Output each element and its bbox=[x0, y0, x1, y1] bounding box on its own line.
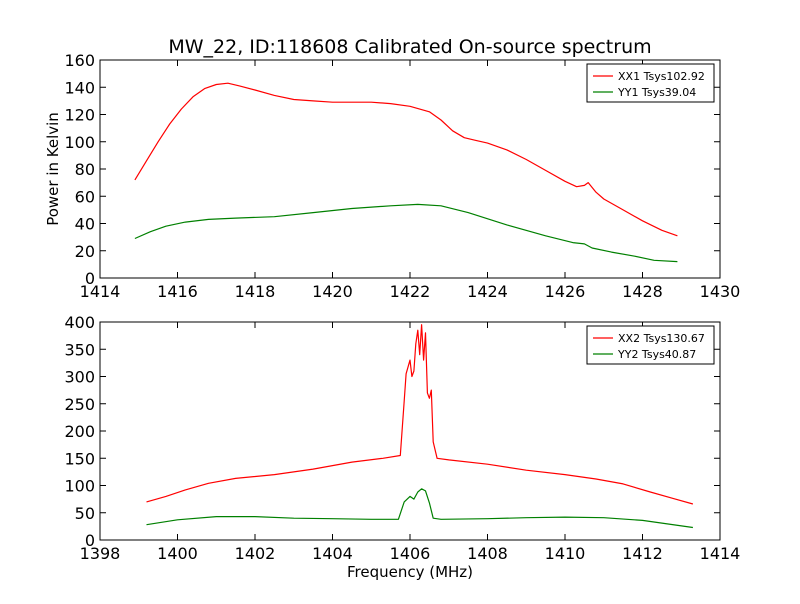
y-tick-label: 0 bbox=[85, 269, 95, 288]
y-tick-label: 250 bbox=[64, 395, 95, 414]
x-tick-label: 1400 bbox=[157, 544, 198, 563]
y-tick-label: 40 bbox=[75, 215, 95, 234]
panels: 1414 1416 1418 1420 1422 1424 1426 1428 1430 0 20 4… bbox=[64, 51, 740, 563]
x-tick-label: 1422 bbox=[390, 282, 431, 301]
x-tick-label: 1404 bbox=[312, 544, 353, 563]
x-tick-label: 1398 bbox=[80, 544, 121, 563]
x-tick-label: 1406 bbox=[390, 544, 431, 563]
x-tick-label: 1402 bbox=[235, 544, 276, 563]
y-tick-label: 50 bbox=[75, 504, 95, 523]
legend-box bbox=[586, 63, 715, 103]
x-tick-label: 1430 bbox=[700, 282, 741, 301]
x-tick-label: 1410 bbox=[545, 544, 586, 563]
chart-title: MW_22, ID:118608 Calibrated On-source sp… bbox=[168, 36, 651, 58]
y-tick-label: 140 bbox=[64, 78, 95, 97]
legend-label: YY2 Tsys40.87 bbox=[617, 348, 696, 361]
legend-label: YY1 Tsys39.04 bbox=[617, 86, 696, 99]
y-tick-label: 20 bbox=[75, 242, 95, 261]
y-tick-label: 80 bbox=[75, 160, 95, 179]
y-tick-label: 150 bbox=[64, 449, 95, 468]
y-tick-label: 60 bbox=[75, 187, 95, 206]
series-line-green-2 bbox=[146, 488, 693, 529]
y-tick-label: 0 bbox=[85, 531, 95, 550]
x-tick-label: 1408 bbox=[467, 544, 508, 563]
x-tick-label: 1418 bbox=[235, 282, 276, 301]
y-tick-label: 100 bbox=[64, 477, 95, 496]
x-tick-label: 1426 bbox=[545, 282, 586, 301]
y-tick-label: 350 bbox=[64, 340, 95, 359]
y-tick-label: 100 bbox=[64, 133, 95, 152]
series-line-green-1 bbox=[134, 203, 678, 263]
legend-2: XX2 Tsys130.67 YY2 Tsys40.87 bbox=[586, 325, 715, 365]
series-line-red-2 bbox=[146, 324, 694, 505]
legend-box bbox=[586, 325, 715, 365]
y-tick-label: 400 bbox=[64, 313, 95, 332]
x-tick-label: 1428 bbox=[622, 282, 663, 301]
x-tick-label: 1414 bbox=[700, 544, 741, 563]
legend-label: XX1 Tsys102.92 bbox=[618, 70, 705, 83]
y-tick-label: 200 bbox=[64, 422, 95, 441]
y-tick-label: 120 bbox=[64, 106, 95, 125]
x-tick-label: 1414 bbox=[80, 282, 121, 301]
subplot-1: 1414 1416 1418 1420 1422 1424 1426 1428 1430 0 20 4… bbox=[64, 51, 740, 301]
y-tick-label: 160 bbox=[64, 51, 95, 70]
legend-label: XX2 Tsys130.67 bbox=[618, 332, 705, 345]
x-tick-label: 1420 bbox=[312, 282, 353, 301]
x-axis-label: Frequency (MHz) bbox=[347, 563, 473, 581]
y-tick-label: 300 bbox=[64, 368, 95, 387]
y-axis-label: Power in Kelvin bbox=[44, 112, 62, 226]
x-tick-label: 1424 bbox=[467, 282, 508, 301]
subplot-2: 1398 1400 1402 1404 1406 1408 1410 1412 1414 0 50 1… bbox=[64, 313, 740, 563]
series-line-red-1 bbox=[134, 82, 678, 237]
legend-1: XX1 Tsys102.92 YY1 Tsys39.04 bbox=[586, 63, 715, 103]
x-tick-label: 1412 bbox=[622, 544, 663, 563]
x-tick-label: 1416 bbox=[157, 282, 198, 301]
